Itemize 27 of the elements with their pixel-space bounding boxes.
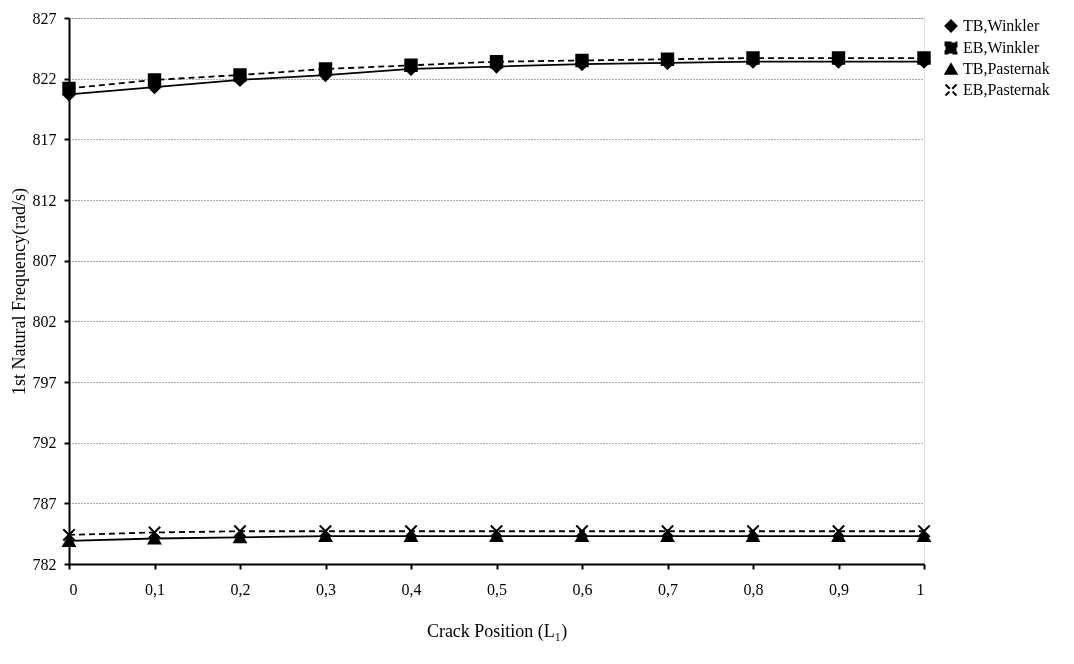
- x-tick-label: 0,7: [658, 580, 678, 598]
- x-tick-label: 0,5: [487, 580, 507, 598]
- y-tick-label: 787: [32, 494, 57, 512]
- x-tick-label: 0,8: [743, 580, 764, 598]
- y-tick-label: 827: [32, 9, 57, 27]
- legend-label: EB,Pasternak: [963, 81, 1050, 98]
- y-tick-label: 782: [32, 555, 57, 573]
- x-tick-label: 0: [69, 580, 78, 598]
- y-tick-label: 807: [32, 252, 57, 270]
- y-tick-label: 817: [32, 130, 57, 148]
- x-axis-title: Crack Position (L₁): [426, 620, 568, 642]
- x-tick-label: 0,1: [145, 580, 165, 598]
- y-tick-label: 802: [32, 312, 57, 330]
- y-tick-label: 812: [32, 191, 57, 209]
- x-tick-label: 0,2: [230, 580, 251, 598]
- x-tick-label: 1: [916, 580, 925, 598]
- legend-label: EB,Winkler: [963, 39, 1040, 56]
- y-tick-label: 822: [32, 70, 57, 88]
- legend-label: TB,Winkler: [963, 17, 1040, 34]
- y-tick-label: 792: [32, 434, 57, 452]
- x-tick-label: 0,4: [401, 580, 422, 598]
- y-axis-title: 1st Natural Frequency(rad/s): [8, 188, 30, 395]
- y-tick-label: 797: [32, 373, 57, 391]
- x-tick-label: 0,9: [829, 580, 849, 598]
- legend-label: TB,Pasternak: [963, 60, 1050, 77]
- x-tick-label: 0,6: [572, 580, 593, 598]
- x-tick-label: 0,3: [316, 580, 336, 598]
